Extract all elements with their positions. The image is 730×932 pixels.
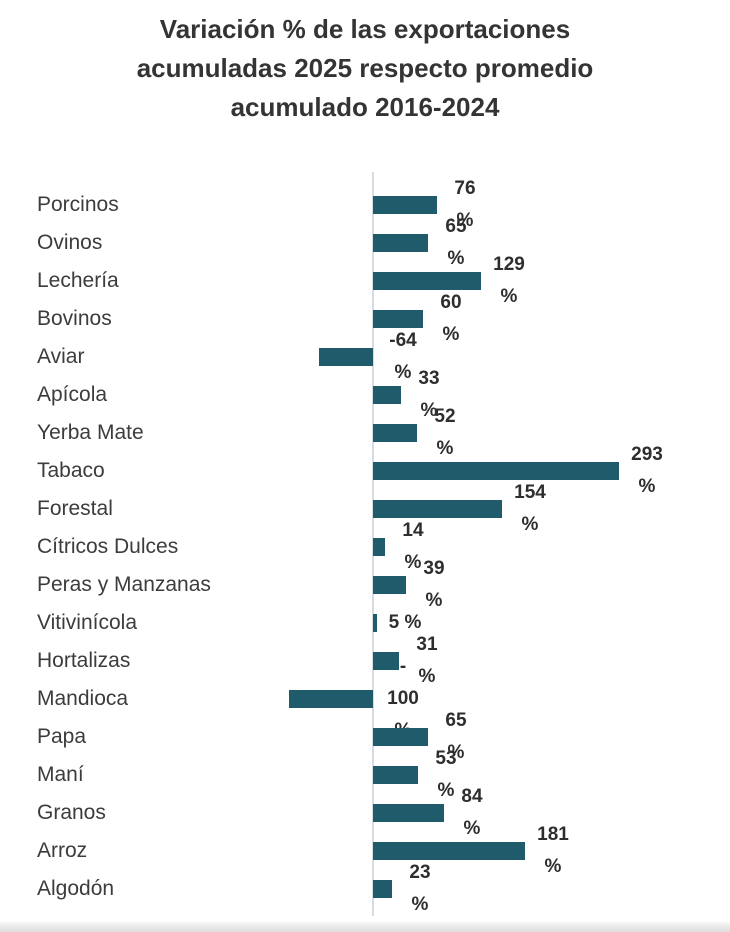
category-label: Bovinos	[37, 307, 112, 330]
category-label: Papa	[37, 725, 87, 748]
bar	[373, 576, 406, 594]
value-label-line: %	[425, 590, 443, 611]
chart-title-line-2: acumuladas 2025 respecto promedio	[136, 53, 594, 83]
bottom-edge	[0, 922, 730, 932]
value-label-line: %	[420, 400, 438, 421]
value-label: 154%	[504, 477, 556, 541]
value-label-line: %	[521, 514, 539, 535]
value-label-line: 100	[387, 688, 419, 709]
value-label-line: %	[394, 362, 412, 383]
value-label-line: 52	[434, 406, 456, 427]
category-label: Cítricos Dulces	[37, 535, 179, 558]
category-label: Aviar	[37, 345, 85, 368]
value-label-line: %	[447, 742, 465, 763]
value-label-line: 31	[416, 634, 438, 655]
bar	[373, 880, 392, 898]
value-label: 65%	[430, 211, 482, 275]
value-label-line: %	[437, 780, 455, 801]
chart-title-line-3: acumulado 2016-2024	[230, 92, 500, 122]
bar	[373, 652, 399, 670]
value-label: 84%	[446, 781, 498, 845]
value-label: 33%	[403, 363, 455, 427]
category-label: Hortalizas	[37, 649, 131, 672]
bar	[373, 766, 418, 784]
category-label: Yerba Mate	[37, 421, 144, 444]
value-label-line: %	[442, 324, 460, 345]
bar	[373, 386, 401, 404]
value-label-line: %	[404, 552, 422, 573]
value-label: 60%	[425, 287, 477, 351]
value-label-line: 33	[418, 368, 440, 389]
value-label-line: %	[463, 818, 481, 839]
category-label: Maní	[37, 763, 84, 786]
category-label: Lechería	[37, 269, 119, 292]
value-label-line: -64	[389, 330, 417, 351]
value-label-line: %	[544, 856, 562, 877]
value-label-line: 53	[435, 748, 457, 769]
value-label-line: 5 %	[388, 612, 422, 633]
bar	[373, 234, 428, 252]
category-label: Porcinos	[37, 193, 119, 216]
bar	[373, 272, 481, 290]
value-label-line: 154	[514, 482, 546, 503]
value-label: 52%	[419, 401, 471, 465]
category-label: Apícola	[37, 383, 108, 406]
value-label-line: 65	[445, 216, 467, 237]
value-label-line: 76	[454, 178, 476, 199]
value-label: 181%	[527, 819, 579, 883]
chart-title: Variación % de las exportaciones acumula…	[0, 10, 730, 127]
category-label: Algodón	[37, 877, 115, 900]
value-label: 53%	[420, 743, 472, 807]
bar	[373, 614, 377, 632]
value-label: 39%	[408, 553, 460, 617]
value-label: -64%	[377, 325, 429, 389]
category-label: Granos	[37, 801, 106, 824]
value-label-line: 129	[493, 254, 525, 275]
value-label: 76%	[439, 173, 491, 237]
bar	[373, 842, 525, 860]
chart-title-line-1: Variación % de las exportaciones	[159, 14, 571, 44]
value-label: 65%	[430, 705, 482, 769]
value-label: 23%	[394, 857, 446, 921]
bar	[373, 728, 428, 746]
value-label-line: %	[638, 476, 656, 497]
category-label: Arroz	[37, 839, 88, 862]
value-label-line: -	[399, 656, 407, 677]
bar	[373, 424, 417, 442]
category-label: Peras y Manzanas	[37, 573, 211, 596]
value-label-line: %	[500, 286, 518, 307]
bar	[373, 462, 619, 480]
category-label: Vitivinícola	[37, 611, 137, 634]
category-label: Forestal	[37, 497, 113, 520]
bar	[289, 690, 373, 708]
bar	[373, 310, 423, 328]
category-label: Mandioca	[37, 687, 129, 710]
value-label-line: %	[436, 438, 454, 459]
bar	[319, 348, 373, 366]
value-label: 293%	[621, 439, 673, 503]
value-label-line: 60	[440, 292, 462, 313]
value-label-line: %	[447, 248, 465, 269]
value-label-line: 181	[537, 824, 569, 845]
value-label-line: 23	[409, 862, 431, 883]
value-label: 31%	[401, 629, 453, 693]
value-label-line: %	[411, 894, 429, 915]
value-label: 129%	[483, 249, 535, 313]
value-label: 5 %	[379, 607, 431, 639]
bar	[373, 538, 385, 556]
bar	[373, 804, 444, 822]
bar	[373, 500, 502, 518]
value-label-line: %	[418, 666, 436, 687]
value-label-line: 39	[423, 558, 445, 579]
bar	[373, 196, 437, 214]
value-label-line: 84	[461, 786, 483, 807]
value-label: 14%	[387, 515, 439, 579]
value-label-line: 65	[445, 710, 467, 731]
value-label-line: 293	[631, 444, 663, 465]
category-label: Ovinos	[37, 231, 103, 254]
category-label: Tabaco	[37, 459, 105, 482]
value-label-line: 14	[402, 520, 424, 541]
value-label-line: %	[456, 210, 474, 231]
